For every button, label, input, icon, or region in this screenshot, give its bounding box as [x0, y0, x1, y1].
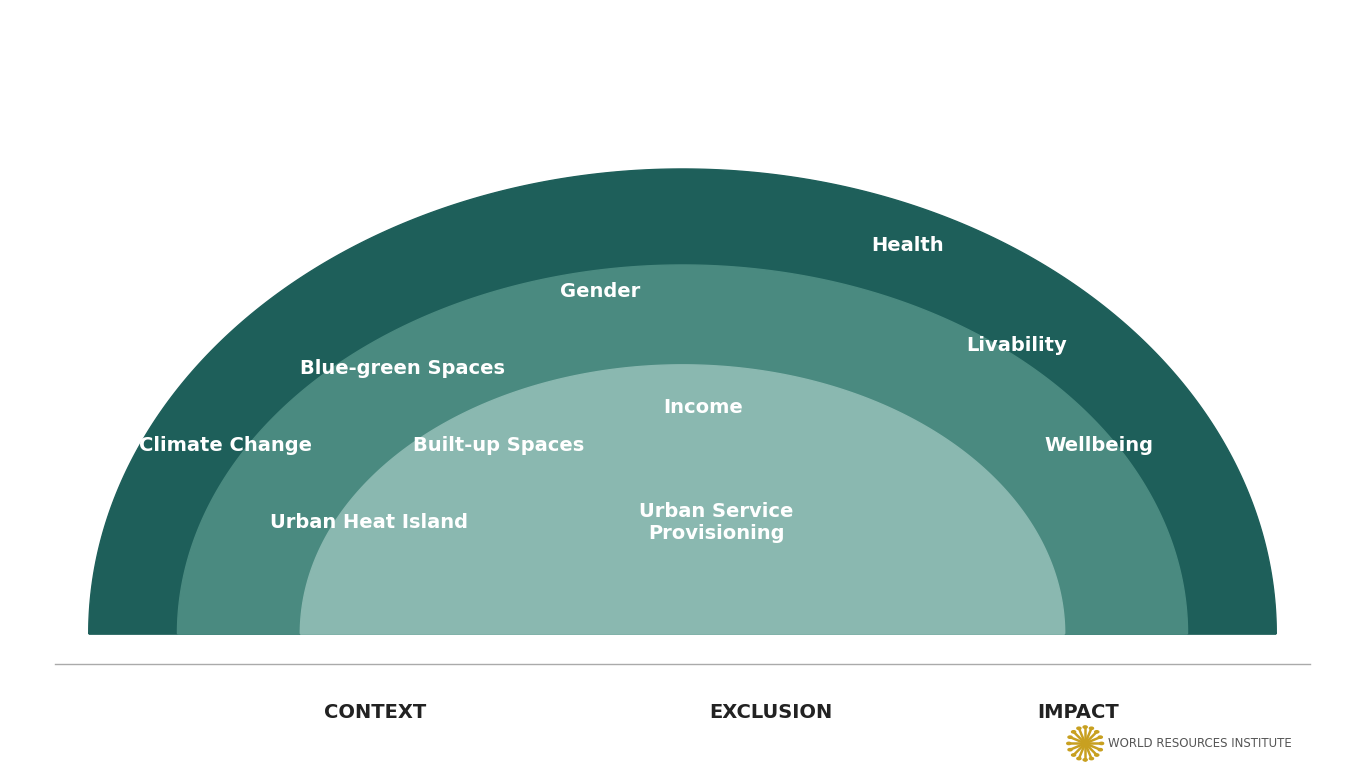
Text: Livability: Livability: [966, 336, 1067, 355]
Circle shape: [1099, 749, 1103, 751]
Text: Urban Service
Provisioning: Urban Service Provisioning: [639, 502, 794, 543]
Circle shape: [1067, 736, 1072, 738]
Text: CONTEXT: CONTEXT: [325, 703, 426, 722]
Text: Urban Heat Island: Urban Heat Island: [269, 513, 468, 531]
Text: Income: Income: [663, 398, 743, 416]
Text: Wellbeing: Wellbeing: [1044, 436, 1153, 455]
Circle shape: [1100, 742, 1103, 745]
Text: IMPACT: IMPACT: [1037, 703, 1119, 722]
Circle shape: [1067, 742, 1070, 745]
Circle shape: [1077, 757, 1081, 760]
Circle shape: [1084, 759, 1087, 761]
Circle shape: [1089, 727, 1093, 730]
Circle shape: [1072, 754, 1076, 756]
Circle shape: [1095, 730, 1099, 733]
Text: Built-up Spaces: Built-up Spaces: [412, 436, 584, 455]
Circle shape: [1072, 730, 1076, 733]
Circle shape: [1095, 754, 1099, 756]
Circle shape: [1089, 757, 1093, 760]
Polygon shape: [300, 365, 1065, 634]
Polygon shape: [89, 169, 1276, 634]
Text: Health: Health: [871, 237, 945, 255]
Circle shape: [1077, 727, 1081, 730]
Circle shape: [1067, 749, 1072, 751]
Text: Climate Change: Climate Change: [139, 436, 311, 455]
Text: WORLD RESOURCES INSTITUTE: WORLD RESOURCES INSTITUTE: [1108, 737, 1293, 750]
Circle shape: [1099, 736, 1103, 738]
Polygon shape: [177, 265, 1188, 634]
Text: EXCLUSION: EXCLUSION: [710, 703, 833, 722]
Text: Gender: Gender: [561, 283, 640, 301]
Text: Blue-green Spaces: Blue-green Spaces: [300, 359, 505, 378]
Circle shape: [1084, 726, 1087, 728]
